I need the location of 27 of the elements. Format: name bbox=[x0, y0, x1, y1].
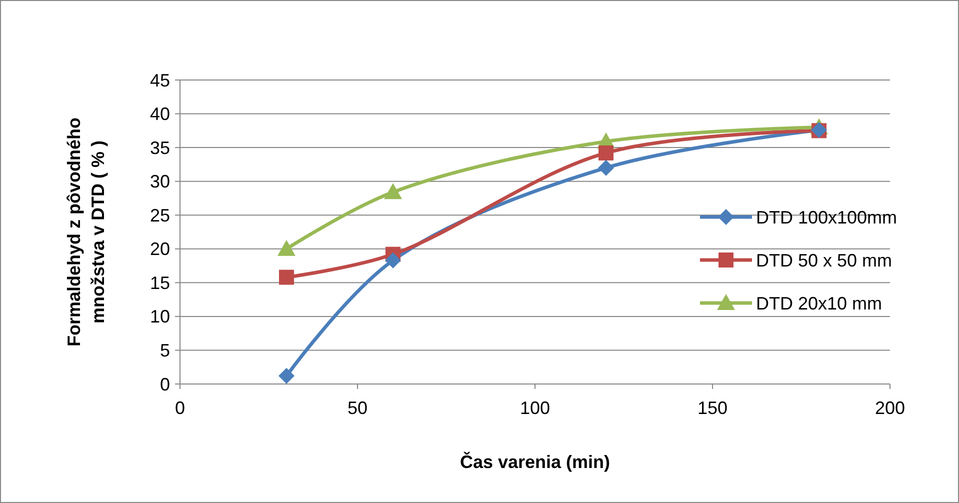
y-tick-label: 40 bbox=[150, 104, 170, 124]
y-tick-label: 35 bbox=[150, 138, 170, 158]
legend-label: DTD 100x100mm bbox=[756, 207, 898, 228]
y-tick-label: 45 bbox=[150, 70, 170, 90]
y-tick-label: 25 bbox=[150, 205, 170, 226]
y-tick-label: 15 bbox=[150, 272, 170, 293]
y-tick-label: 30 bbox=[150, 172, 170, 192]
x-tick-label: 0 bbox=[174, 398, 186, 418]
y-tick-label: 20 bbox=[150, 239, 170, 260]
x-tick-label: 100 bbox=[520, 398, 550, 418]
x-axis-title: Čas varenia (min) bbox=[460, 451, 610, 472]
legend-label: DTD 20x10 mm bbox=[756, 293, 882, 314]
point bbox=[385, 252, 401, 268]
y-axis-title: Formaldehyd z pôvodného množstva v DTD ( % ) bbox=[64, 117, 108, 347]
x-tick-label: 200 bbox=[874, 398, 906, 418]
point bbox=[279, 270, 294, 285]
point bbox=[598, 145, 614, 160]
point bbox=[278, 240, 296, 256]
y-tick-label: 5 bbox=[160, 340, 170, 361]
point bbox=[598, 160, 614, 176]
point bbox=[384, 183, 402, 200]
y-tick-label: 10 bbox=[150, 306, 170, 327]
x-tick-label: 150 bbox=[697, 398, 728, 418]
x-tick-label: 50 bbox=[347, 398, 368, 418]
legend-label: DTD 50 x 50 mm bbox=[756, 250, 892, 270]
y-tick-label: 0 bbox=[160, 374, 170, 394]
point bbox=[278, 368, 294, 384]
